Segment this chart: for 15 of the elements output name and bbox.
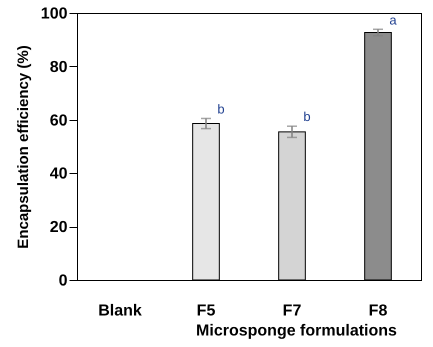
y-tick-label: 40 [50, 166, 68, 183]
x-axis-title: Microsponge formulations [196, 322, 398, 340]
y-tick-label: 20 [50, 219, 68, 236]
y-tick-label: 100 [40, 6, 68, 22]
annotation: b [217, 101, 225, 116]
x-tick-label: F5 [196, 302, 216, 320]
y-tick-label: 0 [58, 272, 68, 290]
x-tick-label: F7 [282, 302, 302, 320]
x-tick-label: F8 [368, 302, 388, 320]
y-axis-title: Encapsulation efficiency (%) [14, 45, 32, 249]
y-tick-label: 60 [50, 112, 68, 130]
x-tick-label: Blank [98, 302, 142, 320]
y-tick-label: 80 [50, 58, 68, 76]
annotation: b [303, 109, 311, 124]
annotation: a [389, 12, 398, 28]
